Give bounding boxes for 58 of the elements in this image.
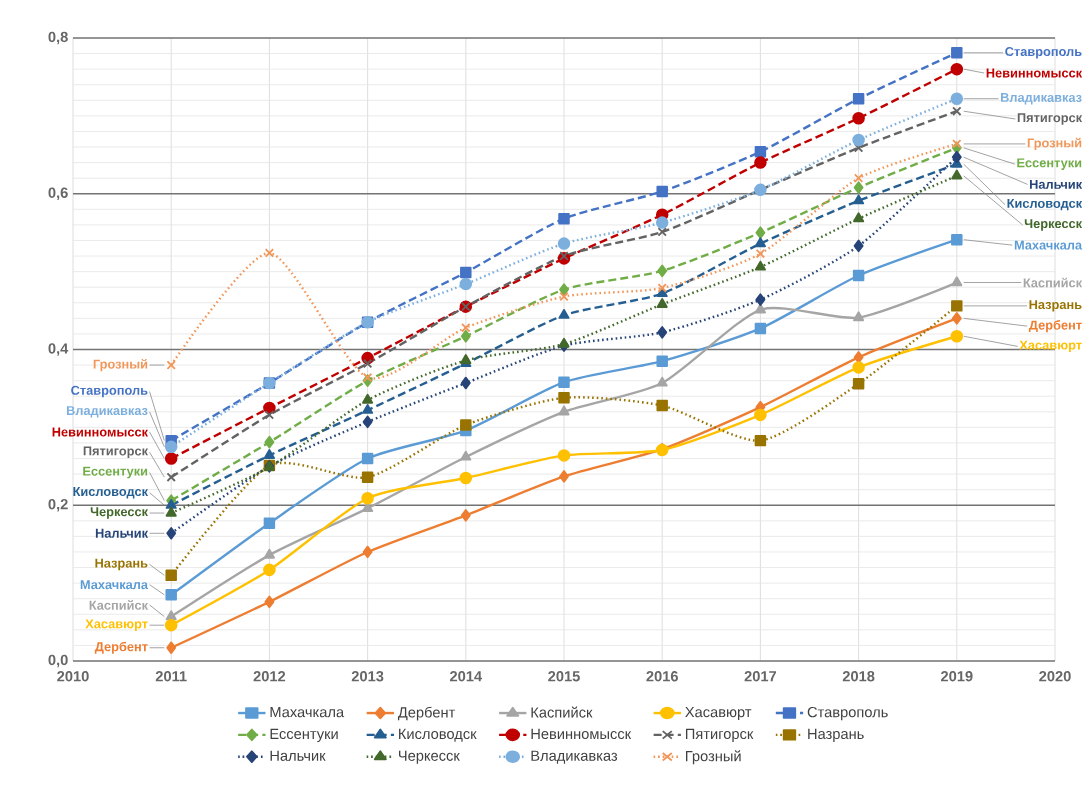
legend-label: Невинномысск bbox=[531, 728, 632, 740]
text: Нальчик bbox=[95, 528, 149, 538]
legend-label: Каспийск bbox=[531, 706, 593, 718]
legend-label: Ставрополь bbox=[807, 706, 888, 721]
x-tick-label: 2010 bbox=[57, 671, 89, 682]
text: Пятигорск bbox=[83, 446, 149, 459]
text: Черкесск bbox=[1024, 219, 1083, 231]
text: Каспийск bbox=[89, 600, 149, 610]
text: Каспийск bbox=[1023, 277, 1083, 288]
y-tick-label: 0,4 bbox=[48, 343, 69, 356]
text: Владикавказ bbox=[66, 406, 148, 418]
text: Хасавюрт bbox=[85, 619, 148, 631]
text: Махачкала bbox=[1014, 240, 1083, 250]
x-tick-label: 2017 bbox=[744, 671, 777, 682]
x-tick-label: 2014 bbox=[449, 671, 483, 682]
legend-label: Черкесск bbox=[399, 750, 460, 764]
text: Назрань bbox=[95, 558, 148, 571]
x-tick-label: 2016 bbox=[646, 671, 678, 682]
legend-label: Владикавказ bbox=[531, 750, 618, 764]
legend-label: Махачкала bbox=[270, 707, 345, 718]
text: Назрань bbox=[1029, 300, 1082, 312]
text: Невинномысск bbox=[52, 427, 149, 437]
text: Ставрополь bbox=[1005, 47, 1082, 59]
x-tick-label: 2011 bbox=[155, 671, 187, 682]
x-tick-label: 2019 bbox=[940, 671, 973, 682]
y-tick-label: 0,6 bbox=[48, 187, 68, 201]
legend-label: Хасавюрт bbox=[685, 707, 752, 721]
x-tick-label: 2015 bbox=[548, 671, 580, 682]
legend-label: Назрань bbox=[808, 728, 864, 742]
text: Грозный bbox=[1027, 137, 1082, 150]
text: Невинномысск bbox=[986, 68, 1083, 78]
text: Черкесск bbox=[90, 507, 149, 519]
y-tick-label: 0,8 bbox=[48, 31, 68, 45]
legend-label: Ессентуки bbox=[270, 728, 338, 742]
text: Дербент bbox=[1028, 320, 1082, 333]
text: Махачкала bbox=[80, 580, 149, 590]
text: Кисловодск bbox=[73, 487, 149, 499]
text: Грозный bbox=[93, 359, 148, 372]
text: Пятигорск bbox=[1017, 113, 1083, 125]
text: Ессентуки bbox=[83, 466, 148, 479]
text: Дербент bbox=[94, 641, 148, 654]
text: Ессентуки bbox=[1017, 158, 1082, 170]
text: Нальчик bbox=[1029, 179, 1083, 189]
x-tick-label: 2020 bbox=[1039, 671, 1071, 682]
text: Кисловодск bbox=[1007, 198, 1083, 211]
y-tick-label: 0,0 bbox=[48, 654, 68, 668]
text: Ставрополь bbox=[71, 385, 148, 398]
x-tick-label: 2012 bbox=[253, 671, 286, 682]
legend-label: Дербент bbox=[397, 706, 456, 721]
text: Хасавюрт bbox=[1019, 340, 1082, 353]
legend-label: Грозный bbox=[686, 750, 741, 765]
x-tick-label: 2018 bbox=[842, 671, 875, 682]
legend-label: Кисловодск bbox=[399, 728, 477, 742]
x-tick-label: 2013 bbox=[351, 671, 384, 682]
text: Владикавказ bbox=[1001, 93, 1082, 105]
legend-label: Нальчик bbox=[270, 750, 326, 761]
legend-label: Пятигорск bbox=[685, 728, 754, 742]
y-tick-label: 0,2 bbox=[48, 499, 68, 512]
